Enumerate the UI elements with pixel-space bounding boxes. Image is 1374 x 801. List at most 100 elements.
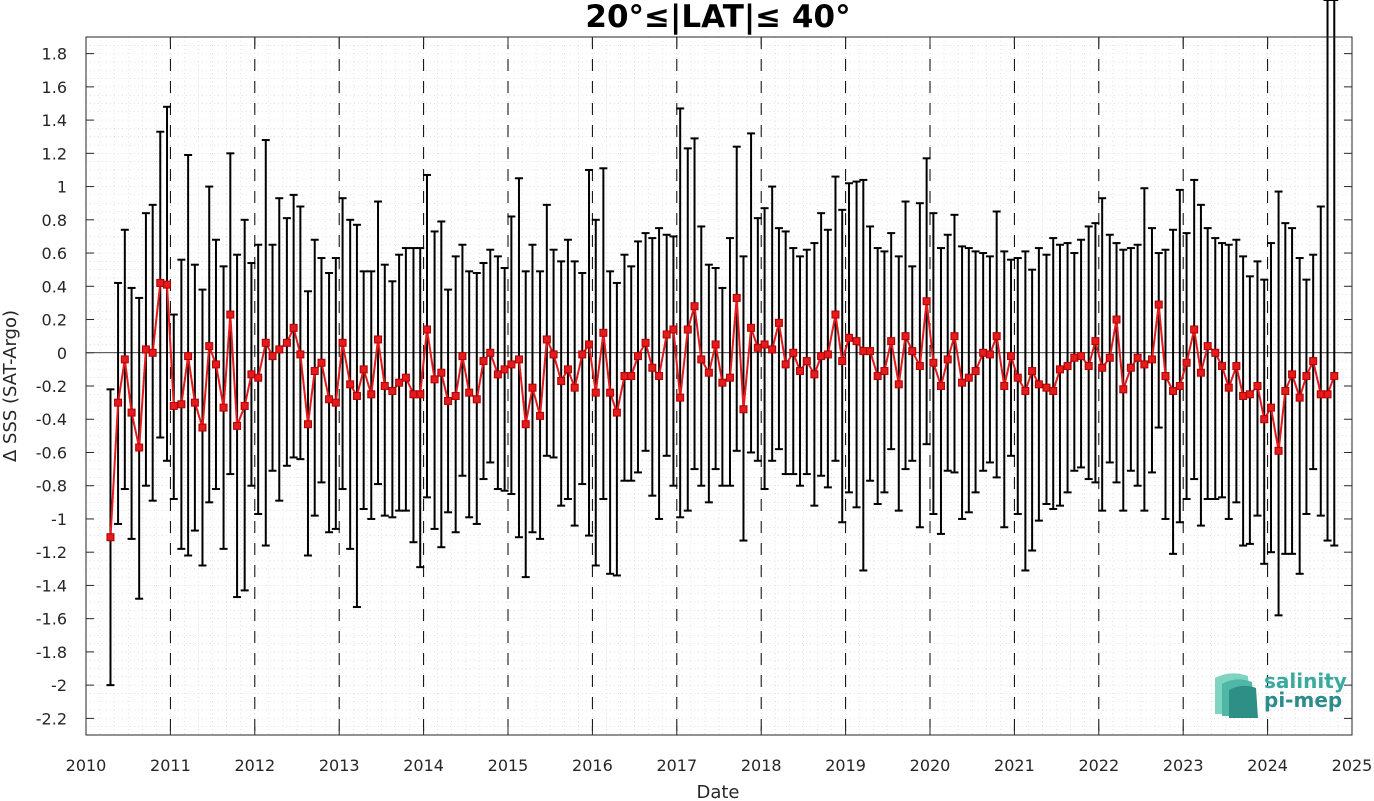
mean-point bbox=[606, 388, 615, 397]
mean-point bbox=[528, 383, 537, 392]
y-tick-label: -0.2 bbox=[36, 377, 67, 396]
y-tick-label: 1.6 bbox=[42, 78, 67, 97]
mean-point bbox=[1070, 353, 1079, 362]
mean-point bbox=[247, 370, 256, 379]
mean-point bbox=[859, 347, 868, 356]
mean-point bbox=[866, 347, 875, 356]
mean-point bbox=[514, 355, 523, 364]
mean-point bbox=[852, 337, 861, 346]
y-tick-label: 1.2 bbox=[42, 144, 67, 163]
mean-point bbox=[114, 398, 123, 407]
mean-point bbox=[380, 382, 389, 390]
mean-point bbox=[1021, 386, 1030, 395]
mean-point bbox=[1105, 353, 1114, 362]
mean-point bbox=[1147, 355, 1156, 364]
mean-point bbox=[774, 318, 783, 327]
y-tick-labels: -2.2 -2 -1.8 -1.6 -1.4 -1.2 -1 -0.8 -0.6 -0.4 -0.2… bbox=[36, 45, 67, 729]
mean-point bbox=[570, 383, 579, 392]
mean-point bbox=[1133, 353, 1142, 362]
mean-point bbox=[958, 378, 967, 387]
mean-point bbox=[718, 378, 727, 387]
mean-point bbox=[901, 332, 910, 341]
mean-point bbox=[697, 355, 706, 364]
y-tick-label: 1 bbox=[57, 178, 67, 197]
x-tick-label: 2012 bbox=[234, 756, 275, 775]
mean-point bbox=[416, 390, 425, 399]
mean-point bbox=[184, 352, 193, 361]
mean-point bbox=[563, 365, 572, 374]
x-tick-label: 2025 bbox=[1332, 756, 1373, 775]
mean-point bbox=[211, 360, 220, 369]
y-tick-label: -1.2 bbox=[36, 543, 67, 562]
mean-point bbox=[796, 367, 805, 376]
mean-point bbox=[873, 372, 882, 381]
mean-point bbox=[1239, 391, 1248, 400]
y-tick-label: 0 bbox=[57, 344, 67, 363]
mean-point bbox=[612, 408, 621, 417]
mean-point bbox=[1028, 367, 1037, 376]
mean-point bbox=[669, 325, 678, 334]
mean-point bbox=[437, 368, 446, 377]
mean-point bbox=[1084, 362, 1093, 371]
x-tick-label: 2024 bbox=[1247, 756, 1288, 775]
mean-point bbox=[929, 358, 938, 367]
mean-point bbox=[838, 357, 847, 366]
mean-point bbox=[303, 420, 312, 429]
mean-point bbox=[747, 323, 756, 332]
mean-point bbox=[985, 350, 994, 359]
mean-point bbox=[374, 335, 383, 344]
mean-point bbox=[943, 355, 952, 364]
mean-point bbox=[1295, 393, 1304, 402]
mean-point bbox=[1309, 357, 1318, 366]
mean-point bbox=[458, 352, 467, 361]
mean-point bbox=[1316, 390, 1325, 399]
mean-point bbox=[1190, 325, 1199, 334]
mean-point bbox=[472, 395, 481, 404]
mean-point bbox=[536, 411, 545, 420]
mean-point bbox=[1154, 300, 1163, 309]
mean-point bbox=[296, 350, 305, 359]
mean-point bbox=[1281, 386, 1290, 395]
mean-point bbox=[1211, 348, 1220, 357]
mean-point bbox=[753, 343, 762, 352]
mean-point bbox=[493, 370, 502, 379]
mean-point bbox=[1253, 382, 1262, 390]
mean-point bbox=[1232, 362, 1241, 371]
mean-point bbox=[359, 365, 368, 374]
mean-point bbox=[844, 333, 853, 342]
mean-point bbox=[655, 372, 664, 381]
x-tick-label: 2015 bbox=[488, 756, 529, 775]
x-tick-label: 2023 bbox=[1163, 756, 1204, 775]
mean-point bbox=[894, 380, 903, 389]
mean-point bbox=[725, 373, 734, 382]
mean-point bbox=[486, 348, 495, 357]
y-tick-label: -0.4 bbox=[36, 410, 67, 429]
mean-point bbox=[325, 395, 334, 404]
mean-point bbox=[422, 325, 431, 334]
mean-point bbox=[352, 391, 361, 400]
mean-point bbox=[367, 390, 376, 399]
mean-point bbox=[1175, 382, 1184, 390]
x-tick-label: 2013 bbox=[319, 756, 360, 775]
mean-point bbox=[148, 348, 157, 357]
mean-point bbox=[500, 365, 509, 374]
mean-point bbox=[648, 363, 657, 372]
mean-point bbox=[219, 403, 228, 412]
x-tick-label: 2020 bbox=[910, 756, 951, 775]
mean-point bbox=[1161, 372, 1170, 381]
y-tick-label: 0.6 bbox=[42, 244, 67, 263]
mean-point bbox=[1007, 352, 1016, 361]
logo-text-pi-mep: pi-mep bbox=[1264, 688, 1342, 712]
x-tick-labels: 2010 2011 2012 2013 2014 2015 2016 2017 2018 2019… bbox=[66, 756, 1373, 775]
y-tick-label: -1 bbox=[51, 510, 67, 529]
x-tick-label: 2018 bbox=[741, 756, 782, 775]
x-tick-label: 2021 bbox=[994, 756, 1035, 775]
chart-title: 20°≤|LAT|≤ 40° bbox=[585, 0, 850, 35]
mean-point bbox=[1224, 383, 1233, 392]
mean-point bbox=[1055, 365, 1064, 374]
mean-point bbox=[979, 348, 988, 357]
mean-point bbox=[831, 310, 840, 319]
y-tick-label: -0.8 bbox=[36, 477, 67, 496]
mean-point bbox=[205, 342, 214, 351]
